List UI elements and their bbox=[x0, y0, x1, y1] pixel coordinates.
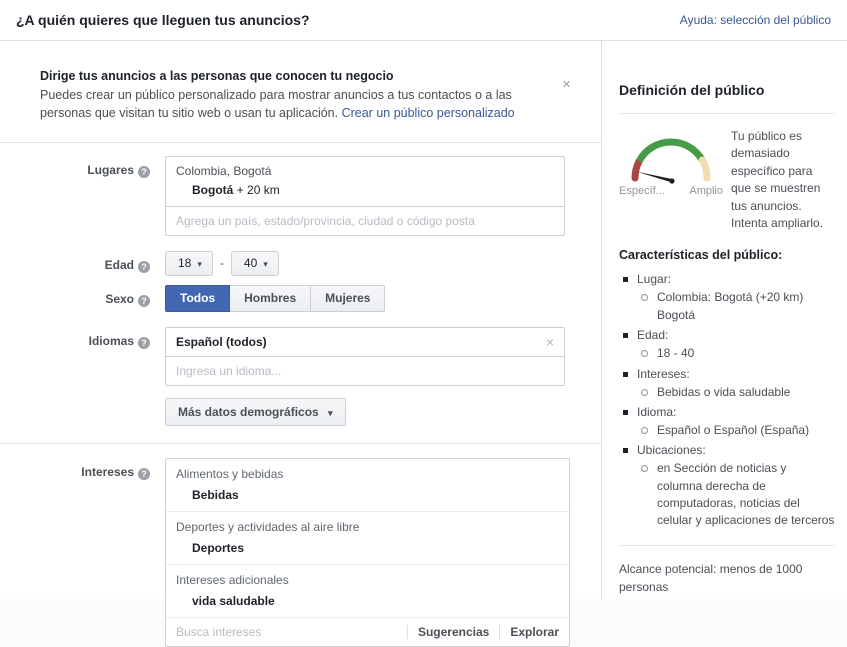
lugares-label: Lugares? bbox=[0, 156, 150, 179]
characteristic-idioma-value: Español o Español (España) bbox=[637, 422, 835, 439]
custom-audience-notice: Dirige tus anuncios a las personas que c… bbox=[40, 69, 577, 122]
row-sexo: Sexo? Todos Hombres Mujeres bbox=[0, 285, 601, 313]
sidebar-divider bbox=[619, 544, 835, 546]
info-icon[interactable]: ? bbox=[138, 166, 150, 179]
interest-search-row: Sugerencias Explorar bbox=[166, 618, 569, 647]
info-icon[interactable]: ? bbox=[138, 261, 150, 274]
gauge-pivot bbox=[669, 178, 675, 184]
characteristic-lugar: Lugar: bbox=[619, 270, 835, 288]
section-divider bbox=[0, 142, 601, 144]
notice-body: Puedes crear un público personalizado pa… bbox=[40, 86, 540, 122]
interest-chip[interactable]: Bebidas bbox=[166, 484, 569, 513]
row-edad: Edad? 18 ▾ -40 ▾ bbox=[0, 251, 601, 277]
potential-reach: Alcance potencial: menos de 1000 persona… bbox=[619, 561, 803, 594]
language-chip[interactable]: Español (todos) × bbox=[166, 328, 564, 356]
language-chip-label: Español (todos) bbox=[176, 335, 267, 350]
gender-option-todos[interactable]: Todos bbox=[165, 285, 231, 313]
characteristic-edad-value: 18 - 40 bbox=[637, 345, 835, 362]
characteristics-title: Características del público: bbox=[619, 248, 783, 263]
characteristic-intereses-value: Bebidas o vida saludable bbox=[637, 384, 835, 401]
gauge-segment-green bbox=[636, 138, 706, 163]
gauge-segment-red bbox=[631, 157, 643, 182]
page-header: ¿A quién quieres que lleguen tus anuncio… bbox=[0, 0, 847, 41]
info-icon[interactable]: ? bbox=[138, 337, 150, 350]
row-idiomas: Idiomas? Español (todos) × bbox=[0, 327, 601, 387]
notice-body-text: Puedes crear un público personalizado pa… bbox=[40, 88, 512, 121]
gauge-message: Tu público es demasiado específico para … bbox=[731, 129, 824, 230]
characteristic-lugar-value: Colombia: Bogotá (+20 km) Bogotá bbox=[637, 289, 835, 324]
chevron-down-icon: ▾ bbox=[328, 408, 333, 419]
interest-chip[interactable]: vida saludable bbox=[166, 590, 569, 619]
search-interests-input[interactable] bbox=[166, 618, 407, 647]
intereses-label: Intereses? bbox=[0, 458, 150, 481]
close-icon[interactable]: × bbox=[562, 76, 571, 93]
help-link[interactable]: Ayuda: selección del público bbox=[679, 13, 831, 27]
create-custom-audience-link[interactable]: Crear un público personalizado bbox=[341, 106, 515, 121]
chevron-down-icon: ▾ bbox=[263, 259, 268, 270]
age-max-dropdown[interactable]: 40 ▾ bbox=[230, 251, 279, 277]
more-demographics-button[interactable]: Más datos demográficos ▾ bbox=[165, 398, 346, 427]
languages-input-divider bbox=[166, 356, 564, 358]
gender-segmented-control: Todos Hombres Mujeres bbox=[165, 285, 386, 313]
characteristic-ubicaciones-value: en Sección de noticias y columna derecha… bbox=[637, 460, 835, 530]
interest-category: Alimentos y bebidas bbox=[176, 467, 284, 482]
gauge-label-specific: Específ... bbox=[619, 185, 665, 197]
characteristic-intereses: Intereses: bbox=[619, 365, 835, 383]
audience-gauge-section: Específ... Amplio Tu público es demasiad… bbox=[619, 126, 835, 232]
sidebar-title: Definición del público bbox=[619, 82, 765, 98]
characteristic-ubicaciones: Ubicaciones: bbox=[619, 441, 835, 459]
audience-definition-sidebar: Definición del público Específ... Amplio… bbox=[602, 41, 847, 599]
chevron-down-icon: ▾ bbox=[197, 259, 202, 270]
interest-category: Deportes y actividades al aire libre bbox=[176, 520, 360, 535]
gender-option-hombres[interactable]: Hombres bbox=[229, 285, 312, 313]
edad-control: 18 ▾ -40 ▾ bbox=[165, 251, 279, 277]
idiomas-control: Español (todos) × bbox=[165, 327, 565, 387]
add-location-input[interactable] bbox=[166, 207, 564, 236]
gauge-arc bbox=[631, 138, 711, 184]
interest-chip[interactable]: Deportes bbox=[166, 537, 569, 566]
age-range-dash: - bbox=[219, 256, 224, 271]
languages-box: Español (todos) × bbox=[165, 327, 565, 387]
location-pin-name: Bogotá bbox=[192, 183, 234, 198]
info-icon[interactable]: ? bbox=[138, 295, 150, 308]
edad-label: Edad? bbox=[0, 251, 150, 274]
main-column: Dirige tus anuncios a las personas que c… bbox=[0, 41, 602, 647]
add-language-input[interactable] bbox=[166, 357, 564, 386]
section-divider bbox=[0, 443, 601, 445]
targeting-form: Lugares? Colombia, Bogotá Bogotá + 20 km bbox=[0, 143, 601, 647]
locations-input-divider bbox=[166, 206, 564, 208]
gauge-needle bbox=[636, 171, 673, 183]
intereses-control: Alimentos y bebidas Bebidas Deportes y a… bbox=[165, 458, 570, 647]
row-lugares: Lugares? Colombia, Bogotá Bogotá + 20 km bbox=[0, 156, 601, 237]
characteristics-list: Lugar: Colombia: Bogotá (+20 km) Bogotá … bbox=[619, 270, 835, 530]
location-pin[interactable]: Bogotá + 20 km bbox=[166, 180, 564, 206]
notice-title: Dirige tus anuncios a las personas que c… bbox=[40, 69, 394, 83]
characteristic-idioma: Idioma: bbox=[619, 403, 835, 421]
characteristic-edad: Edad: bbox=[619, 326, 835, 344]
gauge-label-broad: Amplio bbox=[689, 185, 723, 197]
age-min-dropdown[interactable]: 18 ▾ bbox=[165, 251, 213, 277]
interests-box: Alimentos y bebidas Bebidas Deportes y a… bbox=[165, 458, 570, 647]
remove-icon[interactable]: × bbox=[545, 334, 554, 351]
sexo-control: Todos Hombres Mujeres bbox=[165, 285, 386, 313]
gender-option-mujeres[interactable]: Mujeres bbox=[310, 285, 386, 313]
suggestions-link[interactable]: Sugerencias bbox=[406, 625, 499, 640]
gauge-segment-tan bbox=[698, 156, 711, 182]
sexo-label: Sexo? bbox=[0, 285, 150, 308]
sidebar-divider bbox=[619, 113, 835, 114]
locations-box: Colombia, Bogotá Bogotá + 20 km bbox=[165, 156, 565, 237]
location-group: Colombia, Bogotá bbox=[176, 164, 272, 179]
audience-gauge: Específ... Amplio bbox=[619, 126, 723, 232]
lugares-control: Colombia, Bogotá Bogotá + 20 km bbox=[165, 156, 565, 237]
idiomas-label: Idiomas? bbox=[0, 327, 150, 350]
location-pin-radius: + 20 km bbox=[236, 183, 280, 198]
row-intereses: Intereses? Alimentos y bebidas Bebidas D… bbox=[0, 458, 601, 647]
content-area: Dirige tus anuncios a las personas que c… bbox=[0, 41, 847, 647]
browse-link[interactable]: Explorar bbox=[499, 625, 569, 640]
gauge-labels: Específ... Amplio bbox=[619, 185, 723, 197]
interest-category: Intereses adicionales bbox=[176, 573, 289, 588]
info-icon[interactable]: ? bbox=[138, 468, 150, 481]
page-title: ¿A quién quieres que lleguen tus anuncio… bbox=[16, 12, 310, 28]
